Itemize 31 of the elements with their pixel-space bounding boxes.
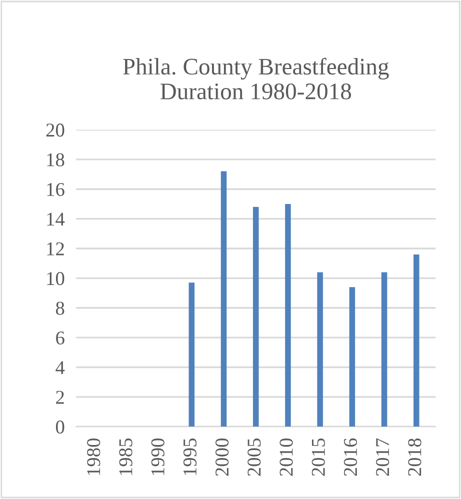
x-tick-label: 2010 (280, 438, 293, 476)
y-tick-label: 10 (47, 272, 64, 286)
bar (349, 287, 356, 427)
x-tick-label: 2005 (248, 438, 261, 476)
y-tick-label: 0 (56, 420, 64, 434)
y-tick-label: 14 (47, 212, 65, 226)
bar (252, 206, 259, 427)
y-tick-label: 12 (47, 242, 64, 256)
y-tick-label: 20 (46, 124, 64, 137)
chart-title: Phila. County Breastfeeding Duration 1980-2018 (123, 58, 389, 100)
bar (285, 204, 291, 427)
x-tick-label: 2015 (312, 438, 325, 476)
x-tick-label: 1985 (119, 438, 132, 475)
y-tick-label: 6 (56, 331, 64, 345)
x-tick-label: 2000 (215, 438, 229, 476)
y-tick-label: 16 (47, 182, 64, 196)
bar (317, 272, 323, 427)
x-tick-label: 1995 (183, 438, 197, 475)
x-tick-label: 1980 (87, 438, 100, 475)
x-tick-label: 2017 (376, 438, 390, 476)
y-tick-label: 4 (56, 361, 65, 374)
y-tick-label: 18 (47, 153, 64, 166)
bar (381, 272, 388, 427)
x-tick-label: 2018 (408, 438, 422, 476)
bar (188, 282, 195, 427)
bar (220, 171, 227, 427)
y-tick-label: 2 (56, 390, 64, 404)
x-tick-label: 2016 (344, 438, 358, 476)
x-tick-label: 1990 (151, 438, 164, 475)
bar (413, 254, 420, 427)
y-tick-label: 8 (56, 302, 64, 315)
